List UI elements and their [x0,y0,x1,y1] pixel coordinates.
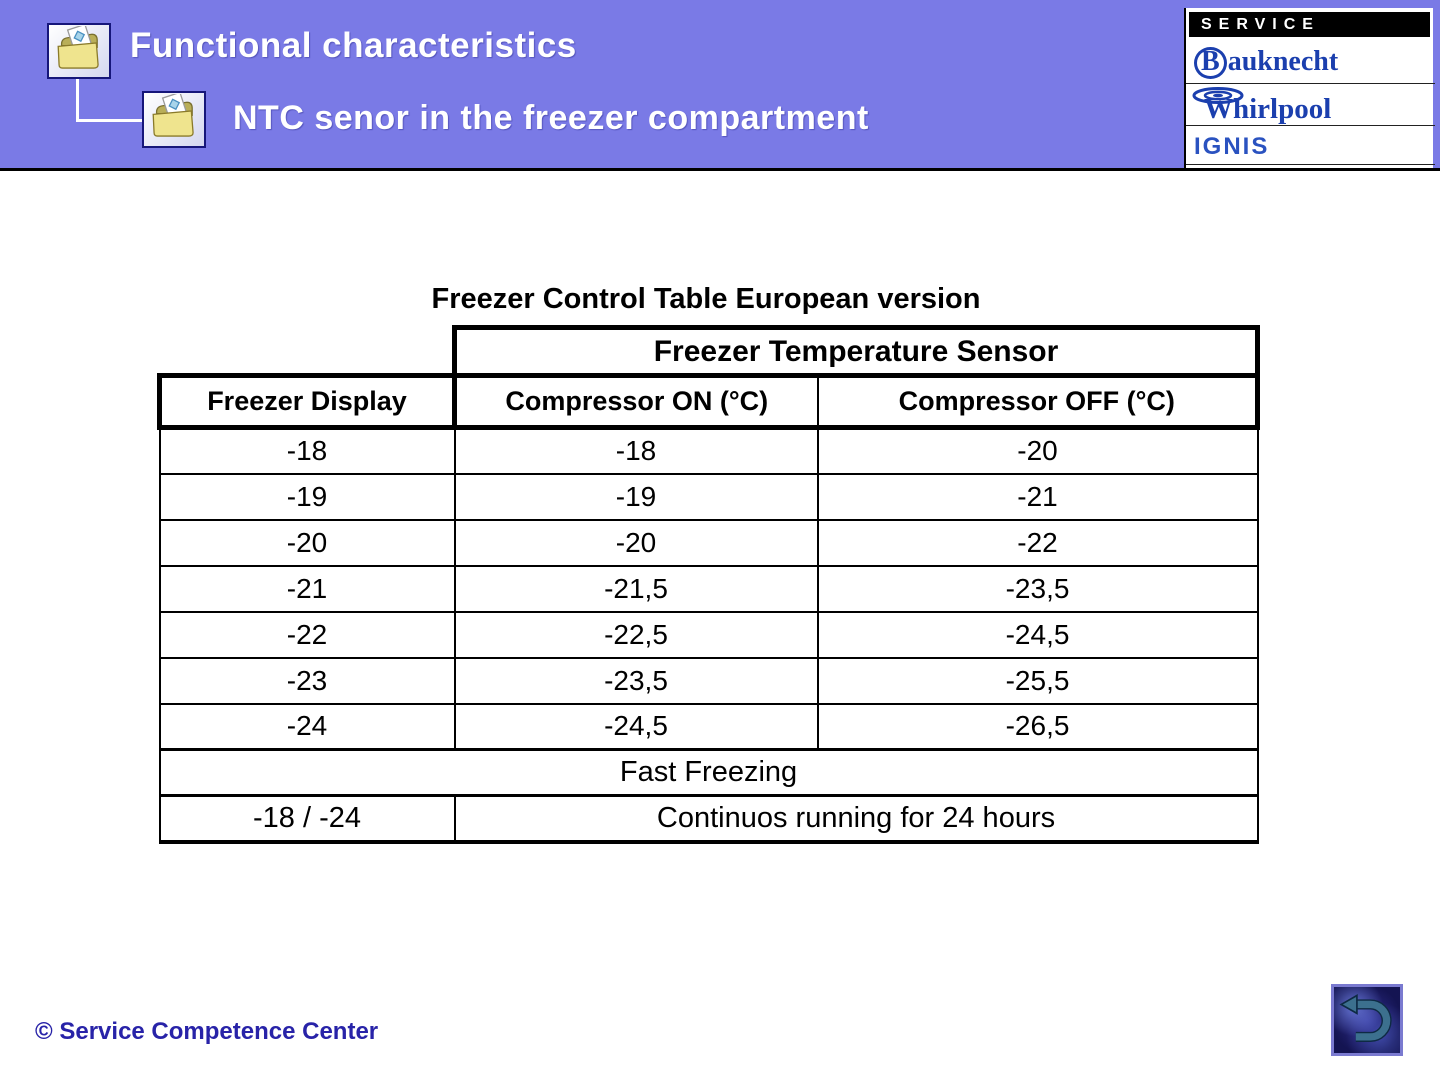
cell-compressor-on: -19 [453,472,819,521]
slide-header: Functional characteristics NTC senor in … [0,0,1440,171]
cell-compressor-on: -21,5 [453,564,819,613]
table-row: -19 -19 -21 [158,472,1259,521]
cell-freezer-display: -24 [158,702,456,751]
fast-freezing-value-row: -18 / -24 Continuos running for 24 hours [158,794,1259,844]
whirlpool-swirl-icon [1192,87,1244,109]
return-arrow-icon [1339,991,1395,1050]
cell-compressor-off: -24,5 [816,610,1259,659]
fast-freezing-header-row: Fast Freezing [158,748,1259,797]
cell-freezer-display: -21 [158,564,456,613]
table-row: -24 -24,5 -26,5 [158,702,1259,751]
cell-freezer-display: -19 [158,472,456,521]
fast-freezing-description-cell: Continuos running for 24 hours [453,794,1259,844]
fast-freezing-display-cell: -18 / -24 [158,794,456,844]
chapter-folder-icon[interactable] [47,23,111,79]
open-folder-icon [53,23,105,77]
cell-compressor-off: -23,5 [816,564,1259,613]
topic-folder-icon[interactable] [142,91,206,148]
tree-connector-vertical [76,79,79,122]
fast-freezing-label: Fast Freezing [158,748,1259,797]
cell-compressor-off: -20 [816,426,1259,475]
cell-compressor-off: -25,5 [816,656,1259,705]
whirlpool-logo: Whirlpool [1204,93,1332,125]
panel-divider [1186,125,1435,126]
cell-compressor-off: -22 [816,518,1259,567]
page-title: Functional characteristics [130,26,577,65]
group-header-cell: Freezer Temperature Sensor [451,325,1261,378]
table-row: -18 -18 -20 [158,426,1259,475]
empty-corner-cell [160,328,455,376]
cell-compressor-on: -18 [453,426,819,475]
cell-compressor-on: -22,5 [453,610,819,659]
service-banner: SERVICE [1189,12,1430,37]
cell-freezer-display: -22 [158,610,456,659]
table-row: -21 -21,5 -23,5 [158,564,1259,613]
ignis-logo: IGNIS [1194,133,1270,160]
cell-compressor-on: -20 [453,518,819,567]
cell-freezer-display: -20 [158,518,456,567]
cell-freezer-display: -18 [158,426,456,475]
page-subtitle: NTC senor in the freezer compartment [233,99,869,137]
column-header-compressor-on: Compressor ON (°C) [452,373,819,430]
freezer-control-table: Freezer Temperature Sensor Freezer Displ… [157,325,1261,844]
cell-compressor-off: -21 [816,472,1259,521]
back-button[interactable] [1331,984,1403,1056]
panel-divider [1186,83,1435,84]
column-header-compressor-off: Compressor OFF (°C) [816,373,1261,430]
tree-connector-horizontal [76,119,144,122]
open-folder-icon [148,91,200,145]
bauknecht-ring-b: B [1194,47,1227,79]
cell-freezer-display: -23 [158,656,456,705]
cell-compressor-on: -23,5 [453,656,819,705]
copyright-text: © Service Competence Center [35,1018,379,1045]
table-title: Freezer Control Table European version [431,283,981,315]
table-row: -23 -23,5 -25,5 [158,656,1259,705]
group-header-row: Freezer Temperature Sensor [160,325,1261,378]
table-body: -18 -18 -20 -19 -19 -21 -20 -20 -22 -21 … [158,426,1259,751]
cell-compressor-on: -24,5 [453,702,819,751]
table-row: -20 -20 -22 [158,518,1259,567]
column-header-row: Freezer Display Compressor ON (°C) Compr… [157,373,1261,430]
table-row: -22 -22,5 -24,5 [158,610,1259,659]
cell-compressor-off: -26,5 [816,702,1259,751]
column-header-display: Freezer Display [157,373,457,430]
panel-divider [1186,164,1435,165]
